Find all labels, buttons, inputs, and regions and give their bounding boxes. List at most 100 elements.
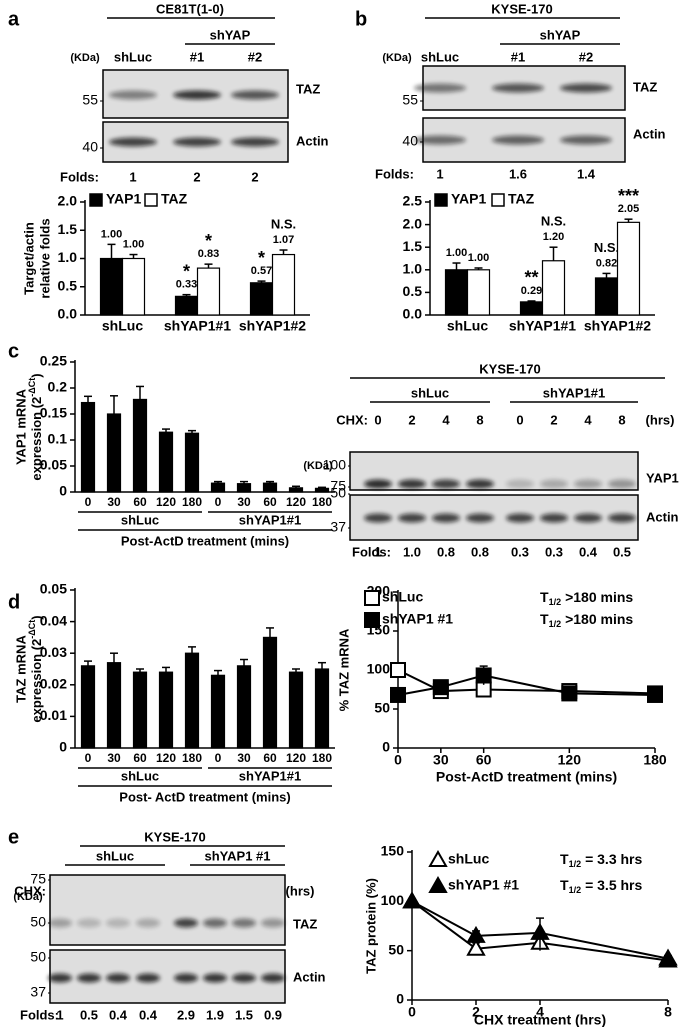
lane-label: 4	[584, 412, 592, 427]
band	[560, 135, 612, 145]
bar	[80, 401, 96, 493]
band	[574, 513, 602, 523]
condition-label: CHX:	[14, 883, 46, 898]
band-label: Actin	[633, 126, 666, 141]
y-tick-label: 0	[59, 739, 67, 755]
group-label: shYAP1#1	[239, 768, 301, 783]
fold-value: 0.3	[511, 544, 529, 559]
band	[232, 918, 256, 928]
error-bar	[240, 480, 248, 484]
size-marker: 50	[330, 485, 346, 501]
value-label: 1.00	[123, 238, 144, 250]
legend-swatch	[428, 849, 448, 867]
group-label: shLuc	[121, 768, 159, 783]
error-bar	[292, 485, 300, 488]
marker	[390, 662, 406, 678]
lane-label: 0	[374, 412, 381, 427]
x-tick-label: 120	[286, 751, 306, 765]
value-label: 0.82	[596, 257, 617, 269]
fold-value: 1.5	[235, 1007, 253, 1022]
folds-label: Folds:	[352, 544, 391, 559]
y-tick-label: 0.03	[40, 644, 67, 660]
half-life-text: = 3.3 hrs	[585, 851, 642, 867]
error-bar	[527, 300, 536, 302]
lane-label: #2	[248, 49, 262, 64]
error-bar	[110, 652, 118, 663]
y-label-sup: -ΔCt	[27, 620, 37, 639]
band	[398, 513, 426, 523]
fold-value: 1	[56, 1007, 63, 1022]
fold-value: 1.4	[577, 166, 596, 181]
x-tick-label: 30	[107, 751, 121, 765]
x-tick-label: 0	[215, 751, 222, 765]
bar	[288, 671, 304, 749]
value-label: 1.00	[101, 228, 122, 240]
bar	[288, 487, 304, 493]
error-bar	[318, 486, 326, 489]
value-label: 0.33	[176, 279, 197, 291]
half-life-text: = 3.5 hrs	[585, 877, 642, 893]
fold-value: 0.4	[109, 1007, 128, 1022]
bar	[106, 662, 122, 749]
lane-label: 8	[476, 412, 483, 427]
legend-label: YAP1	[451, 191, 487, 207]
band	[364, 479, 392, 489]
y-label-end: )	[29, 615, 44, 619]
x-tick-label: 30	[237, 495, 251, 509]
band	[506, 513, 534, 523]
band	[432, 513, 460, 523]
band	[560, 83, 612, 93]
half-life-text: >180 mins	[565, 611, 633, 627]
error-bar	[162, 666, 170, 673]
legend-label: shLuc	[382, 589, 423, 605]
y-tick-label: 2.0	[403, 215, 423, 231]
band	[136, 973, 160, 983]
legend-label: shYAP1 #1	[382, 611, 453, 627]
x-tick-label: 8	[664, 1004, 672, 1020]
y-tick-label: 0.5	[403, 283, 423, 299]
y-label-text: expression (2	[29, 639, 44, 723]
value-label: 1.00	[446, 247, 467, 259]
error-bar	[452, 262, 461, 270]
band	[540, 513, 568, 523]
band	[106, 973, 130, 983]
x-tick-label: 180	[643, 752, 667, 768]
marker	[466, 925, 486, 943]
x-axis-label: CHX treatment (hrs)	[474, 1012, 606, 1027]
size-marker: 75	[30, 871, 46, 887]
folds-label: Folds:	[60, 169, 99, 184]
x-tick-label: 60	[133, 495, 147, 509]
panel-label: b	[355, 8, 367, 30]
y-tick-label: 50	[374, 700, 390, 716]
band	[608, 513, 636, 523]
marker	[647, 686, 663, 703]
error-bar	[474, 267, 483, 270]
bar	[314, 487, 330, 493]
size-marker: 55	[82, 92, 98, 108]
panel-label: d	[8, 591, 20, 613]
size-marker: 40	[402, 133, 418, 149]
x-tick-label: 30	[237, 751, 251, 765]
marker	[432, 679, 449, 696]
y-axis-label: relative folds	[37, 218, 52, 298]
panel-label: c	[8, 340, 19, 362]
bar	[210, 482, 226, 493]
band	[173, 90, 221, 100]
lane-label: #1	[190, 49, 204, 64]
x-tick-label: 30	[433, 752, 449, 768]
half-life-symbol: T	[560, 877, 569, 893]
x-tick-label: 180	[182, 751, 202, 765]
x-tick-label: 60	[263, 495, 277, 509]
condition-label: CHX:	[336, 412, 368, 427]
fold-value: 0.3	[545, 544, 563, 559]
y-axis-label: YAP1 mRNA	[13, 388, 28, 465]
bar	[158, 431, 174, 493]
value-label: 0.29	[521, 285, 542, 297]
legend-label: TAZ	[161, 191, 188, 207]
y-tick-label: 0.05	[40, 581, 67, 597]
y-tick-label: 0.05	[40, 457, 67, 473]
error-bar	[188, 646, 196, 654]
error-bar	[214, 480, 222, 484]
x-tick-label: 0	[85, 495, 92, 509]
marker	[475, 667, 492, 684]
